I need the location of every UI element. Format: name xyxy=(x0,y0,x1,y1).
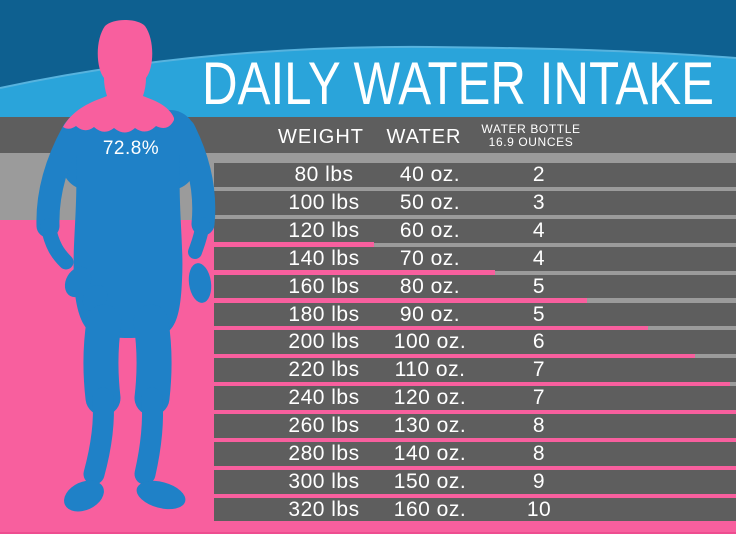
cell-bottles: 10 xyxy=(526,497,552,521)
cell-water: 80 oz. xyxy=(399,274,461,298)
water-progress-bar xyxy=(214,493,736,499)
figure-body-blue xyxy=(36,110,216,512)
table-row: 200 lbs 100 oz. 6 xyxy=(214,330,736,355)
cell-weight: 80 lbs xyxy=(294,163,354,186)
cell-bottles: 7 xyxy=(532,386,546,410)
table-row: 300 lbs 150 oz. 9 xyxy=(214,469,736,494)
water-progress-bar xyxy=(214,242,374,248)
table-top-gap xyxy=(214,153,736,163)
body-water-percent-label: 72.8% xyxy=(102,138,160,159)
cell-bottles: 8 xyxy=(532,414,546,438)
column-header-bottle-line2: 16.9 OUNCES xyxy=(488,135,574,149)
page-title: DAILY WATER INTAKE xyxy=(202,50,714,117)
table-row: 120 lbs 60 oz. 4 xyxy=(214,218,736,243)
cell-weight: 160 lbs xyxy=(288,274,360,298)
cell-bottles: 4 xyxy=(532,246,546,270)
cell-weight: 260 lbs xyxy=(288,414,360,438)
figure-right-calf xyxy=(134,387,163,485)
figure-left-foot xyxy=(64,480,104,512)
column-header-weight: WEIGHT xyxy=(278,126,364,148)
figure-head-and-water-level-wave xyxy=(63,20,174,133)
cell-bottles: 5 xyxy=(532,302,546,326)
figure-left-calf xyxy=(83,387,114,485)
figure-right-thigh xyxy=(133,304,172,416)
figure-left-hand xyxy=(64,266,92,298)
cell-bottles: 4 xyxy=(532,218,546,242)
cell-water: 60 oz. xyxy=(399,218,461,242)
cell-weight: 100 lbs xyxy=(288,190,360,214)
cell-water: 120 oz. xyxy=(393,386,467,410)
cell-water: 100 oz. xyxy=(393,330,467,354)
figure-right-foot xyxy=(136,480,186,510)
cell-bottles: 9 xyxy=(532,469,546,493)
cell-water: 110 oz. xyxy=(394,358,466,382)
cell-weight: 200 lbs xyxy=(288,330,360,354)
table-row: 240 lbs 120 oz. 7 xyxy=(214,386,736,411)
water-progress-bar xyxy=(214,465,736,471)
cell-weight: 120 lbs xyxy=(288,218,360,242)
water-progress-bar xyxy=(214,381,730,387)
figure-right-forearm xyxy=(188,217,210,259)
water-progress-bar xyxy=(214,521,736,527)
figure-right-upper-arm xyxy=(172,118,216,236)
water-progress-bar xyxy=(214,298,587,303)
water-progress-bar xyxy=(214,409,736,415)
table-row: 220 lbs 110 oz. 7 xyxy=(214,358,736,383)
table-row: 260 lbs 130 oz. 8 xyxy=(214,414,736,438)
cell-weight: 140 lbs xyxy=(288,246,360,270)
figure-left-upper-arm xyxy=(36,118,86,238)
table-row: 140 lbs 70 oz. 4 xyxy=(214,246,736,271)
table-zone: 80 lbs 40 oz. 2 100 lbs 50 oz. 3 120 lbs 60 oz.… xyxy=(214,163,736,527)
cell-bottles: 3 xyxy=(532,190,546,214)
column-header-bottle-line1: WATER BOTTLE xyxy=(481,122,581,136)
cell-water: 160 oz. xyxy=(393,497,467,521)
table-row: 160 lbs 80 oz. 5 xyxy=(214,274,736,299)
figure-left-forearm xyxy=(40,218,74,270)
cell-water: 90 oz. xyxy=(399,302,461,326)
figure-left-fingers xyxy=(82,285,108,311)
figure-right-hand xyxy=(188,263,212,303)
cell-water: 150 oz. xyxy=(393,469,467,493)
table-row: 320 lbs 160 oz. 10 xyxy=(214,497,736,522)
water-progress-bar xyxy=(214,270,495,276)
cell-bottles: 5 xyxy=(532,274,546,298)
cell-weight: 220 lbs xyxy=(288,358,360,382)
water-progress-bar xyxy=(214,354,695,359)
table-row: 280 lbs 140 oz. 8 xyxy=(214,442,736,466)
water-progress-bar xyxy=(214,437,736,443)
cell-weight: 300 lbs xyxy=(288,469,360,493)
column-header-water: WATER xyxy=(386,126,462,148)
table-row: 180 lbs 90 oz. 5 xyxy=(214,302,736,327)
cell-water: 140 oz. xyxy=(393,442,467,465)
cell-weight: 280 lbs xyxy=(288,442,360,465)
cell-bottles: 8 xyxy=(532,442,546,465)
bottom-accent-line xyxy=(0,532,736,534)
banner-light-blue-band xyxy=(0,46,736,118)
cell-weight: 180 lbs xyxy=(288,302,360,326)
cell-water: 50 oz. xyxy=(399,190,461,214)
cell-water: 130 oz. xyxy=(393,414,467,438)
figure-left-thigh xyxy=(83,304,122,416)
cell-water: 40 oz. xyxy=(399,163,461,186)
cell-bottles: 6 xyxy=(532,330,546,354)
cell-weight: 320 lbs xyxy=(288,497,360,521)
table-row: 80 lbs 40 oz. 2 xyxy=(214,163,736,187)
water-progress-bar xyxy=(214,326,648,331)
table-row: 100 lbs 50 oz. 3 xyxy=(214,190,736,215)
cell-water: 70 oz. xyxy=(399,246,461,270)
cell-bottles: 2 xyxy=(532,163,546,186)
cell-bottles: 7 xyxy=(532,358,546,382)
cell-weight: 240 lbs xyxy=(288,386,360,410)
